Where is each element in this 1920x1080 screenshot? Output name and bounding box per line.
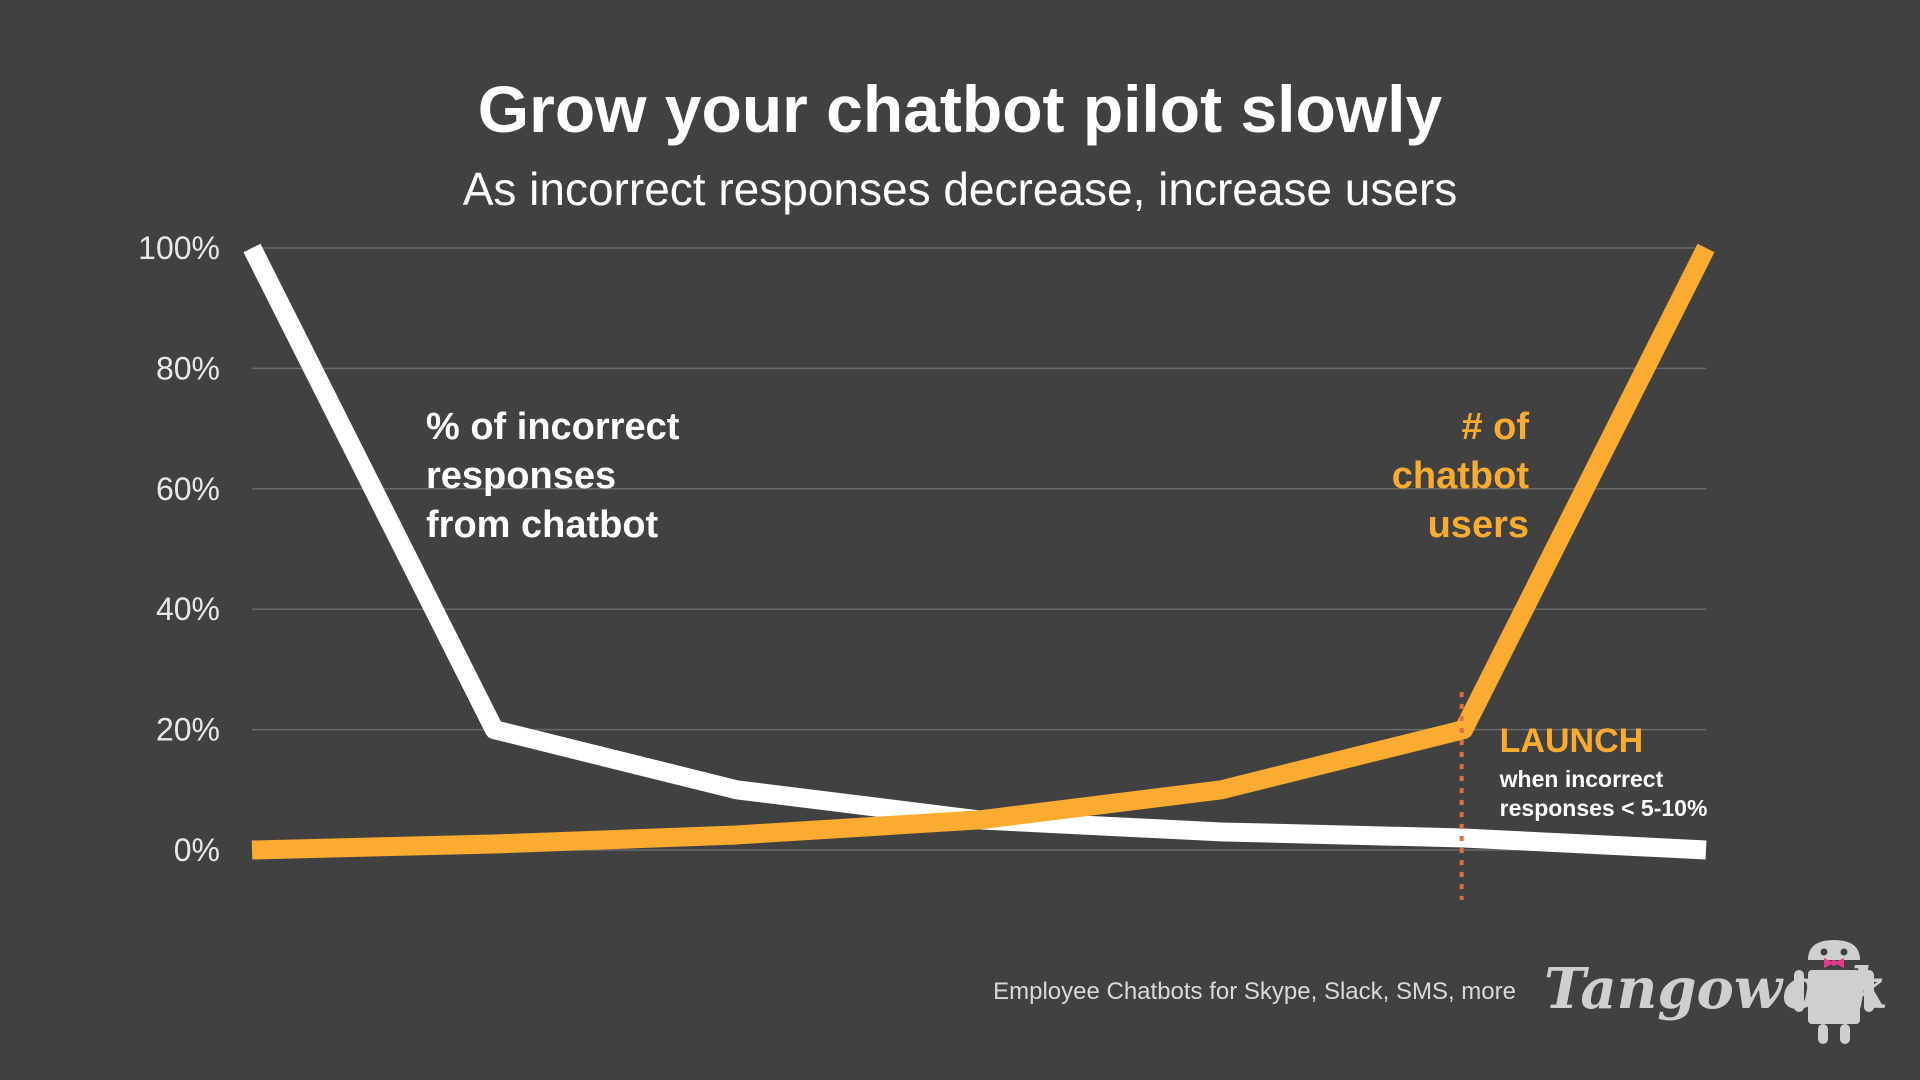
- robot-mascot-icon: [1794, 940, 1874, 1044]
- y-tick-label: 60%: [156, 471, 220, 507]
- y-tick-label: 20%: [156, 712, 220, 748]
- users-label-line-2: chatbot: [1392, 455, 1530, 497]
- chart-title: Grow your chatbot pilot slowly: [478, 72, 1443, 146]
- incorrect-label-line-2: responses: [426, 455, 616, 497]
- users-series-label: # of chatbot users: [1392, 406, 1530, 546]
- incorrect-label-line-1: % of incorrect: [426, 406, 680, 448]
- incorrect-label-line-3: from chatbot: [426, 504, 659, 546]
- users-label-line-3: users: [1428, 504, 1529, 546]
- launch-title: LAUNCH: [1500, 722, 1644, 760]
- launch-note-line-2: responses < 5-10%: [1500, 795, 1708, 821]
- y-tick-label: 100%: [138, 230, 220, 266]
- y-tick-label: 80%: [156, 350, 220, 386]
- gridlines: [252, 247, 1706, 851]
- y-tick-label: 0%: [174, 832, 220, 868]
- launch-annotation: LAUNCH when incorrect responses < 5-10%: [1459, 692, 1708, 900]
- footer-tagline: Employee Chatbots for Skype, Slack, SMS,…: [993, 978, 1516, 1005]
- incorrect-responses-line: [243, 243, 1707, 860]
- series-layer: [243, 243, 1715, 860]
- incorrect-series-label: % of incorrect responses from chatbot: [426, 406, 680, 546]
- launch-note-line-1: when incorrect: [1499, 766, 1664, 792]
- users-label-line-1: # of: [1461, 406, 1529, 448]
- y-tick-label: 40%: [156, 591, 220, 627]
- chart-subtitle: As incorrect responses decrease, increas…: [463, 163, 1458, 215]
- chatbot-users-line: [251, 243, 1715, 860]
- y-axis-tick-labels: 0% 20% 40% 60% 80% 100%: [138, 230, 220, 868]
